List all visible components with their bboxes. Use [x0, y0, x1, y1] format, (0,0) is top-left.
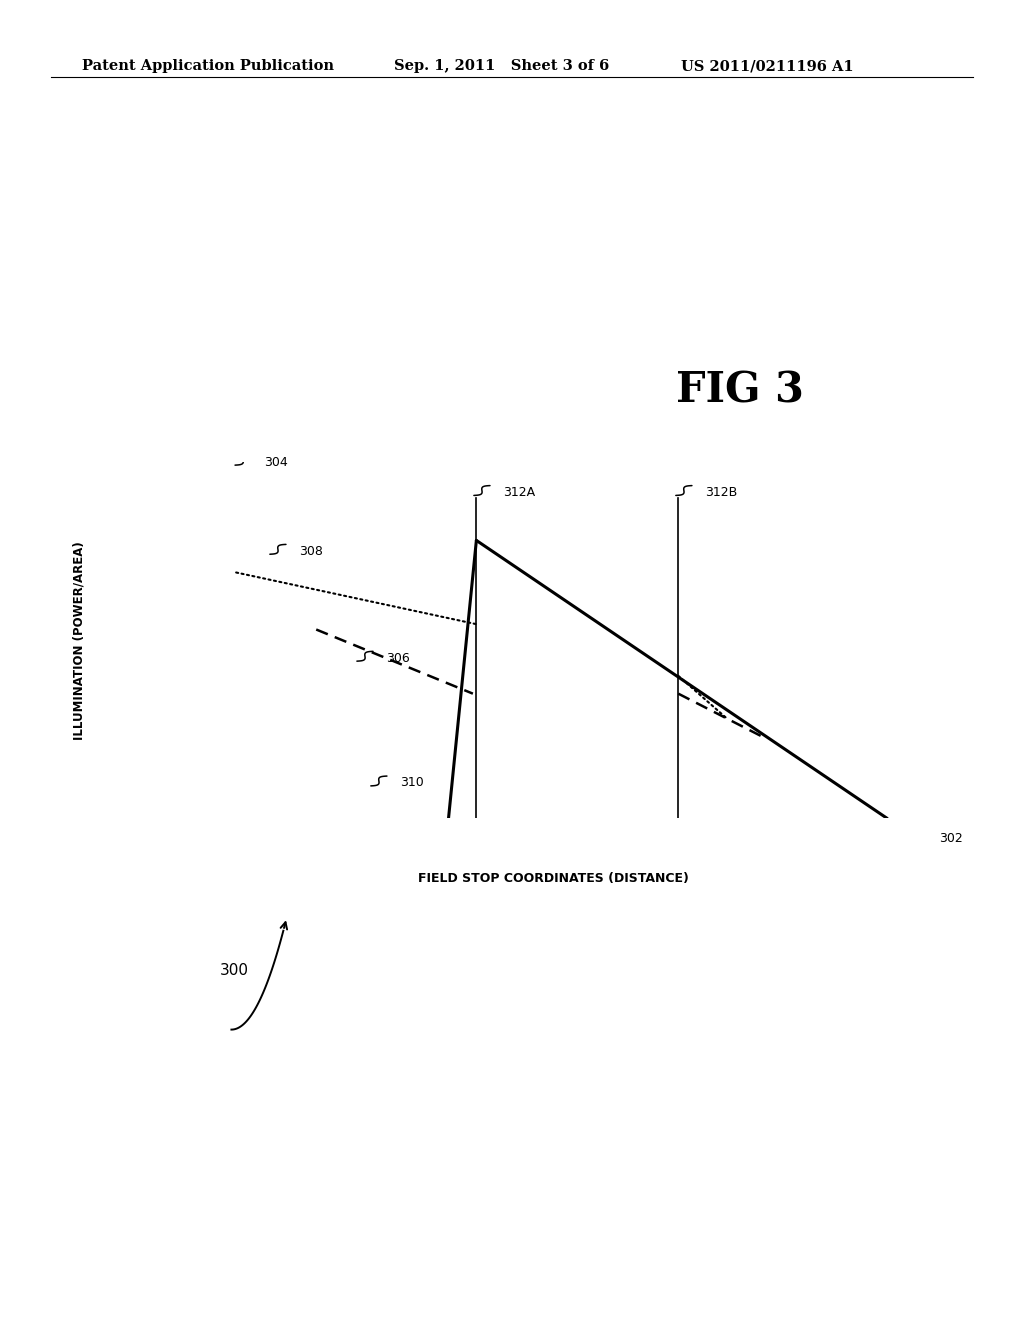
Text: 308: 308 [299, 545, 323, 557]
Text: 310: 310 [399, 776, 424, 789]
Text: 300: 300 [220, 962, 249, 978]
Text: US 2011/0211196 A1: US 2011/0211196 A1 [681, 59, 854, 74]
Text: 306: 306 [386, 652, 410, 664]
Text: 312B: 312B [705, 486, 737, 499]
Text: 304: 304 [264, 455, 288, 469]
Text: 312A: 312A [503, 486, 535, 499]
Text: Sep. 1, 2011   Sheet 3 of 6: Sep. 1, 2011 Sheet 3 of 6 [394, 59, 609, 74]
Text: FIELD STOP COORDINATES (DISTANCE): FIELD STOP COORDINATES (DISTANCE) [418, 871, 688, 884]
Text: FIG 3: FIG 3 [676, 370, 804, 412]
Text: Patent Application Publication: Patent Application Publication [82, 59, 334, 74]
Text: 302: 302 [939, 832, 964, 845]
Text: ILLUMINATION (POWER/AREA): ILLUMINATION (POWER/AREA) [73, 541, 86, 739]
